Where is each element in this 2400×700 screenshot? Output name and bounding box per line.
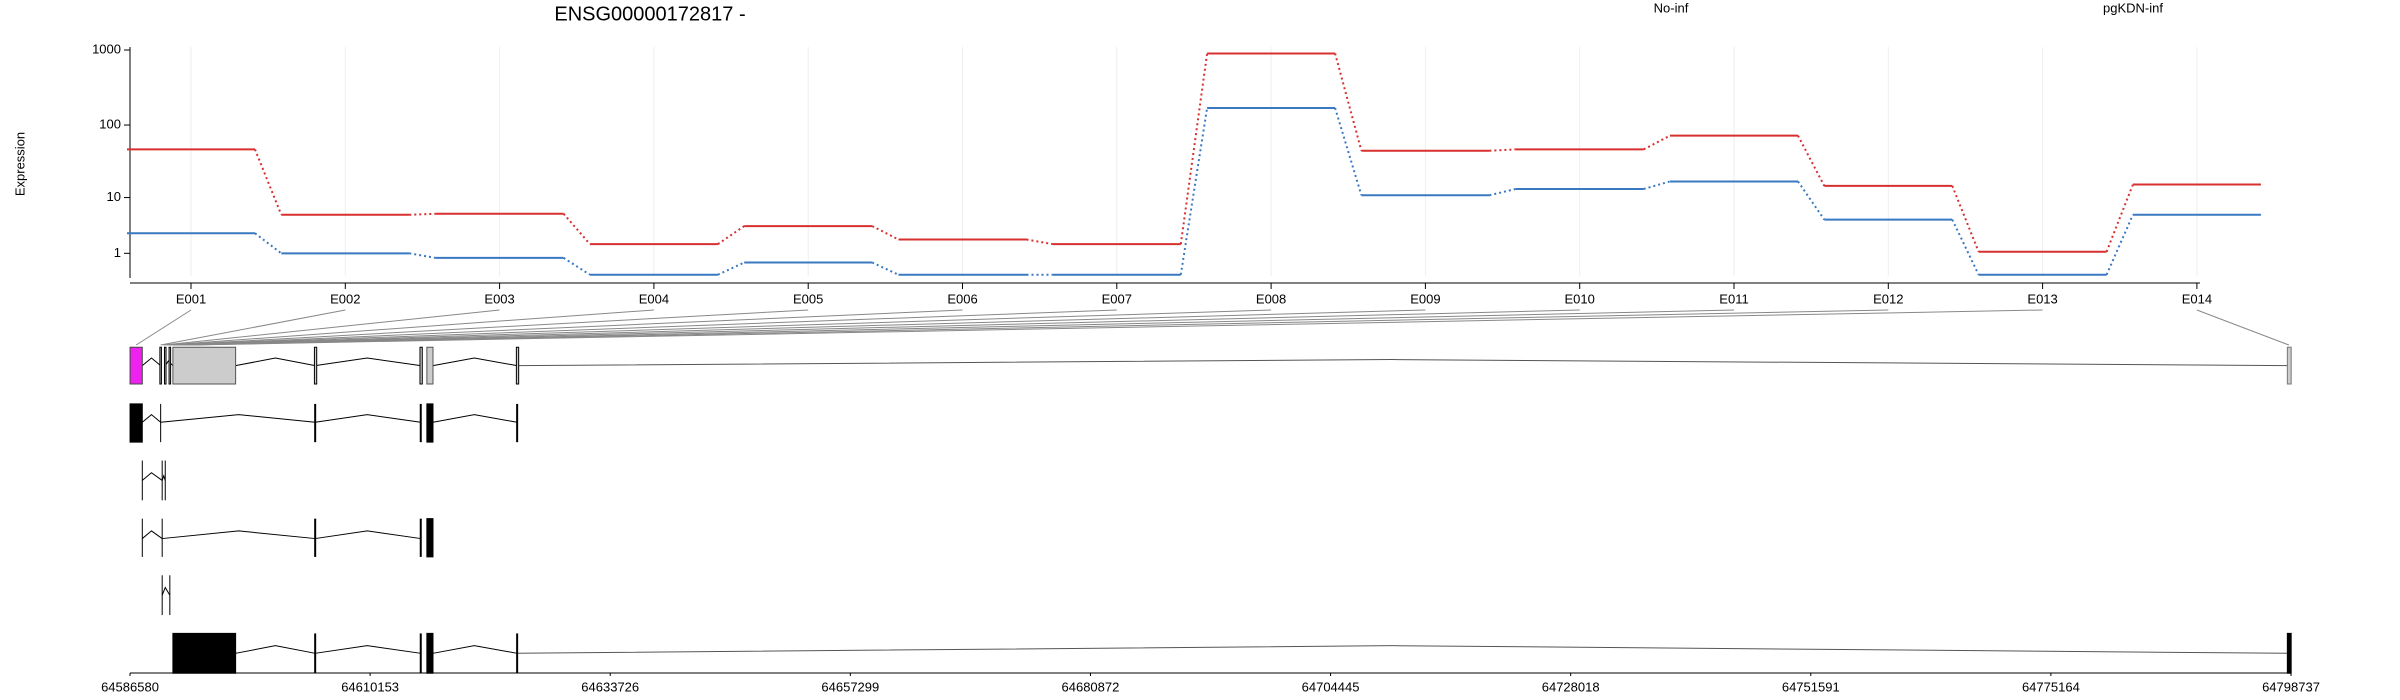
expression-connector: [562, 213, 591, 245]
x-tick-label: E001: [176, 291, 206, 306]
x-tick-label: E002: [330, 291, 360, 306]
x-tick-label: E013: [2027, 291, 2057, 306]
expression-connector: [1179, 107, 1209, 275]
x-tick-label: E010: [1565, 291, 1595, 306]
exon-connector: [160, 309, 346, 346]
y-tick-label: 100: [99, 116, 121, 131]
x-tick-label: E003: [484, 291, 514, 306]
expression-connector: [2105, 214, 2134, 276]
expression-connector: [717, 261, 745, 276]
expression-connector: [1334, 53, 1363, 152]
expression-connector: [1489, 188, 1516, 197]
expression-connector: [409, 212, 436, 216]
genome-tick-label: 64704445: [1302, 679, 1360, 694]
expression-connector: [871, 261, 899, 276]
exon-connector: [183, 309, 1580, 346]
genome-tick-label: 64680872: [1062, 679, 1120, 694]
expression-connector: [1643, 180, 1671, 190]
expression-connector: [409, 252, 436, 259]
genome-tick-label: 64586580: [101, 679, 159, 694]
genome-tick-label: 64728018: [1542, 679, 1600, 694]
y-tick-label: 1000: [92, 41, 121, 56]
x-tick-label: E009: [1410, 291, 1440, 306]
y-tick-label: 10: [107, 189, 121, 204]
expression-connector: [1489, 148, 1516, 152]
x-tick-label: E012: [1873, 291, 1903, 306]
genome-tick-label: 64657299: [821, 679, 879, 694]
exon-connector: [180, 309, 1426, 346]
expression-connector: [717, 225, 745, 245]
x-tick-label: E004: [639, 291, 669, 306]
expression-connector: [1643, 134, 1671, 151]
exon-connector: [186, 309, 1735, 346]
exon-connector: [135, 309, 192, 346]
genome-tick-label: 64775164: [2022, 679, 2080, 694]
expression-connector: [1026, 238, 1053, 246]
genome-tick-label: 64633726: [581, 679, 639, 694]
x-tick-label: E007: [1102, 291, 1132, 306]
expression-connector: [1797, 180, 1826, 221]
exon-connector: [2196, 309, 2290, 346]
expression-connector: [1951, 185, 1980, 253]
genome-tick-label: 64798737: [2262, 679, 2320, 694]
expression-connector: [563, 257, 591, 276]
y-tick-label: 1: [114, 245, 121, 260]
expression-connector: [254, 148, 283, 216]
x-tick-label: E008: [1256, 291, 1286, 306]
genome-tick-label: 64610153: [341, 679, 399, 694]
x-tick-label: E011: [1719, 291, 1748, 306]
exon-connector: [177, 309, 1272, 346]
expression-connector: [1797, 135, 1826, 187]
exon-connector: [192, 309, 2043, 346]
exon-connector: [172, 309, 963, 346]
y-axis-label: Expression: [12, 132, 27, 196]
exon-connector: [189, 309, 1889, 346]
legend-label: No-inf: [1654, 0, 1689, 15]
gene-model: [130, 347, 2291, 673]
exon-connector: [169, 309, 809, 346]
exon-connector: [166, 309, 654, 346]
expression-connector: [1334, 107, 1363, 196]
chart-title: ENSG00000172817 -: [554, 3, 745, 25]
legend-label: pgKDN-inf: [2103, 0, 2163, 15]
expression-connector: [1951, 219, 1980, 276]
expression-connector: [2105, 184, 2134, 253]
x-tick-label: E005: [793, 291, 823, 306]
expression-connector: [1179, 53, 1209, 245]
expression-connector: [254, 232, 282, 255]
x-tick-label: E006: [947, 291, 977, 306]
expression-connector: [871, 225, 899, 241]
exon-connector: [163, 309, 500, 346]
exon-connector: [174, 309, 1117, 346]
genome-tick-label: 64751591: [1782, 679, 1840, 694]
x-tick-label: E014: [2182, 291, 2212, 306]
